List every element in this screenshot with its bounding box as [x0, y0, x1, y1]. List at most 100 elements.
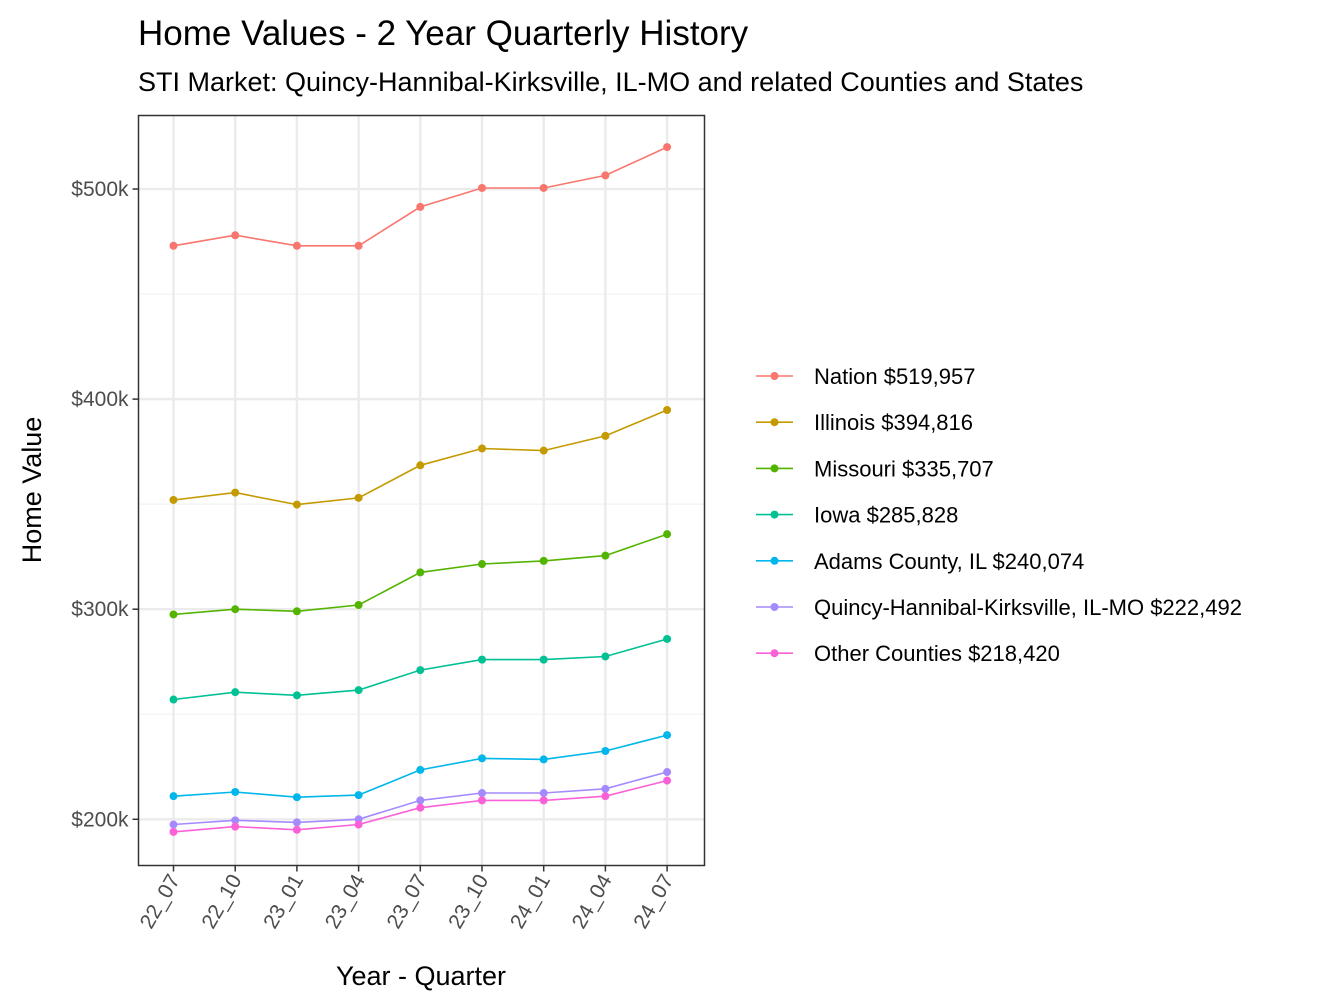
legend-item: Illinois $394,816	[756, 410, 973, 435]
minor-gridlines	[138, 293, 705, 715]
legend-label: Other Counties $218,420	[814, 641, 1060, 666]
data-point	[292, 825, 301, 834]
data-point	[292, 818, 301, 827]
legend-item: Nation $519,957	[756, 364, 975, 389]
data-point	[231, 688, 240, 697]
x-tick-label: 24_01	[506, 871, 555, 933]
data-point	[663, 530, 672, 539]
legend-item: Missouri $335,707	[756, 456, 994, 481]
data-point	[292, 500, 301, 509]
data-point	[663, 634, 672, 643]
legend-label: Missouri $335,707	[814, 456, 994, 481]
data-point	[169, 241, 178, 250]
data-point	[169, 495, 178, 504]
data-point	[601, 652, 610, 661]
data-point	[539, 796, 548, 805]
data-point	[416, 666, 425, 675]
x-tick-label: 23_01	[259, 871, 308, 933]
data-point	[663, 143, 672, 152]
legend-item: Other Counties $218,420	[756, 641, 1060, 666]
legend-key-point	[770, 418, 779, 427]
data-point	[416, 803, 425, 812]
data-point	[169, 827, 178, 836]
legend-label: Iowa $285,828	[814, 503, 958, 528]
data-point	[354, 600, 363, 609]
data-point	[601, 171, 610, 180]
legend-key-point	[770, 556, 779, 565]
data-point	[354, 820, 363, 829]
data-point	[292, 241, 301, 250]
data-point	[354, 241, 363, 250]
chart-subtitle: STI Market: Quincy-Hannibal-Kirksville, …	[138, 67, 1083, 97]
data-point	[292, 793, 301, 802]
data-point	[601, 431, 610, 440]
x-tick-label: 23_04	[321, 870, 370, 932]
data-point	[478, 444, 486, 453]
y-tick-label: $400k	[71, 388, 129, 411]
data-point	[478, 796, 486, 805]
data-point	[663, 731, 672, 740]
y-tick-label: $300k	[71, 598, 129, 621]
legend-item: Adams County, IL $240,074	[756, 549, 1084, 574]
x-tick-label: 24_04	[568, 870, 617, 932]
data-point	[539, 183, 548, 192]
data-point	[354, 686, 363, 695]
x-tick-label: 22_10	[197, 871, 246, 933]
legend-key-point	[770, 372, 779, 380]
series-points	[169, 143, 672, 836]
data-point	[663, 768, 672, 777]
data-point	[354, 791, 363, 800]
data-point	[601, 792, 610, 801]
data-point	[663, 406, 672, 415]
data-point	[169, 695, 178, 704]
legend-item: Quincy-Hannibal-Kirksville, IL-MO $222,4…	[756, 595, 1242, 620]
data-point	[539, 789, 548, 798]
data-point	[478, 754, 486, 763]
legend-label: Quincy-Hannibal-Kirksville, IL-MO $222,4…	[814, 595, 1242, 620]
legend-label: Nation $519,957	[814, 364, 975, 389]
data-point	[169, 792, 178, 801]
data-point	[416, 765, 425, 774]
data-point	[478, 560, 486, 569]
data-point	[539, 755, 548, 764]
legend-key-point	[770, 649, 779, 658]
data-point	[601, 551, 610, 560]
x-axis-title: Year - Quarter	[336, 961, 506, 991]
data-point	[663, 776, 672, 785]
legend-key-point	[770, 510, 779, 519]
data-point	[231, 787, 240, 796]
data-point	[231, 231, 240, 240]
data-point	[478, 789, 486, 798]
plot-panel-border	[137, 114, 706, 867]
data-point	[416, 796, 425, 805]
data-point	[539, 655, 548, 664]
y-tick-label: $200k	[71, 808, 129, 831]
data-point	[292, 607, 301, 616]
data-point	[416, 202, 425, 211]
data-point	[231, 816, 240, 825]
legend-key-point	[770, 603, 779, 611]
x-tick-label: 23_07	[383, 871, 432, 933]
x-axis: 22_07 22_10 23_01 23_04 23_07 23_10 24_01 24_04…	[136, 865, 678, 933]
major-gridlines	[138, 115, 705, 866]
legend-key-point	[770, 464, 779, 473]
data-point	[539, 556, 548, 565]
data-point	[539, 446, 548, 455]
data-point	[231, 822, 240, 831]
data-point	[169, 820, 178, 829]
legend: Nation $519,957 Illinois $394,816 Missouri…	[756, 364, 1242, 666]
x-tick-label: 22_07	[136, 871, 185, 933]
data-point	[601, 747, 610, 756]
data-point	[354, 493, 363, 502]
data-point	[169, 610, 178, 619]
y-axis: $200k $300k $400k $500k	[71, 178, 139, 831]
data-point	[231, 605, 240, 614]
data-point	[478, 655, 486, 664]
data-point	[601, 784, 610, 793]
data-point	[416, 568, 425, 577]
data-point	[478, 183, 486, 192]
x-tick-label: 23_10	[444, 871, 493, 933]
legend-label: Adams County, IL $240,074	[814, 549, 1084, 574]
x-tick-label: 24_07	[629, 871, 678, 933]
